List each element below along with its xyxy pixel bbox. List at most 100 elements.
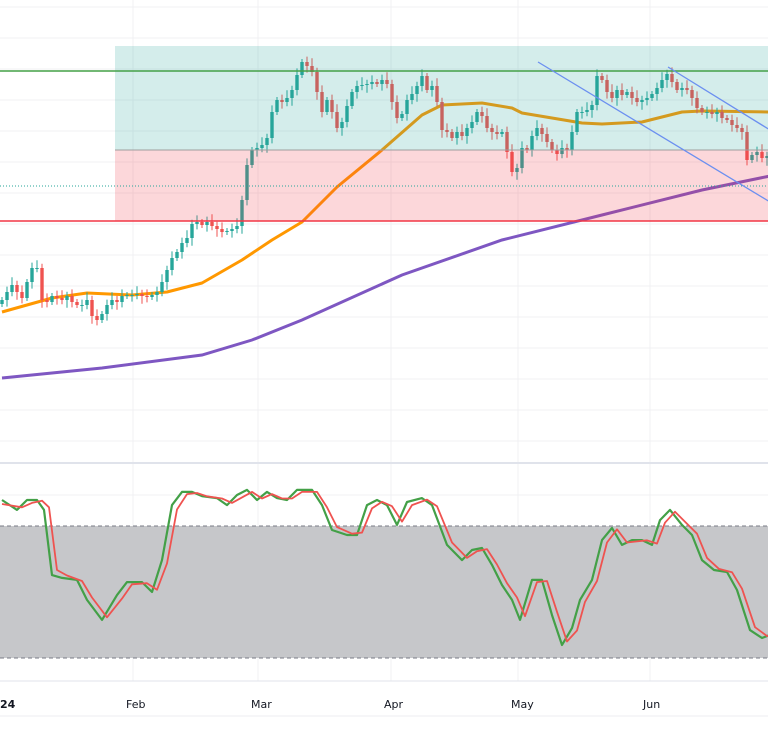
candle-body (65, 296, 69, 300)
candle-body (85, 300, 89, 305)
candle-body (280, 100, 284, 102)
candle-body (0, 300, 4, 304)
candle-body (425, 76, 429, 90)
candle-body (670, 74, 674, 82)
candle-body (495, 132, 499, 134)
candle-body (290, 90, 294, 98)
candle-body (635, 98, 639, 102)
candle-body (500, 132, 504, 134)
candle-body (320, 92, 324, 112)
candle-body (650, 94, 654, 98)
candle-body (765, 156, 768, 158)
candle-body (415, 86, 419, 94)
candle-body (530, 136, 534, 150)
candle-body (20, 292, 24, 298)
candle-body (525, 148, 529, 150)
candle-body (215, 226, 219, 229)
candle-body (380, 80, 384, 84)
trend-channel-line (667, 66, 768, 130)
candle-body (40, 268, 44, 300)
candle-body (110, 300, 114, 305)
candle-body (395, 102, 399, 118)
candle-body (190, 224, 194, 238)
candle-body (710, 112, 714, 114)
candle-body (675, 82, 679, 90)
time-axis[interactable]: 24 Feb Mar Apr May Jun (0, 680, 768, 717)
candle-body (5, 292, 9, 300)
candle-body (595, 76, 599, 105)
candle-body (720, 112, 724, 118)
candle-body (755, 152, 759, 155)
candle-body (240, 200, 244, 226)
candle-body (390, 84, 394, 102)
candle-body (640, 100, 644, 102)
candle-body (105, 305, 109, 314)
candle-body (580, 112, 584, 113)
candle-body (305, 62, 309, 66)
candle-body (250, 150, 254, 165)
candle-body (260, 145, 264, 148)
candle-body (345, 106, 349, 122)
candle-body (615, 90, 619, 98)
candle-body (600, 76, 604, 80)
candle-body (630, 92, 634, 98)
candle-body (550, 142, 554, 150)
candle-body (170, 258, 174, 270)
candle-body (335, 112, 339, 128)
upper-zone (115, 46, 768, 150)
candle-body (90, 300, 94, 316)
candle-body (30, 268, 34, 282)
candle-body (25, 282, 29, 298)
candle-body (175, 252, 179, 258)
candle-body (220, 229, 224, 232)
candle-body (705, 112, 709, 113)
x-tick-label: Mar (251, 698, 272, 711)
candle-body (725, 118, 729, 120)
candle-body (365, 84, 369, 85)
candle-body (115, 300, 119, 302)
candle-body (460, 132, 464, 136)
candle-body (75, 302, 79, 305)
candle-body (645, 98, 649, 100)
candle-body (445, 130, 449, 132)
candle-body (735, 125, 739, 128)
candle-body (625, 92, 629, 95)
candle-body (690, 90, 694, 98)
candle-body (210, 222, 214, 226)
candle-body (150, 295, 154, 297)
candle-body (490, 128, 494, 132)
candle-body (55, 296, 59, 298)
candle-body (385, 80, 389, 84)
candle-body (230, 229, 234, 231)
candle-body (700, 108, 704, 112)
candle-body (355, 86, 359, 92)
candle-body (95, 316, 99, 320)
candle-body (440, 102, 444, 130)
candle-body (300, 62, 304, 75)
candle-body (565, 148, 569, 150)
candle-body (695, 98, 699, 108)
candle-body (740, 128, 744, 132)
candle-body (555, 150, 559, 154)
candle-body (195, 222, 199, 224)
candle-body (200, 222, 204, 225)
candle-body (715, 112, 719, 114)
candle-body (435, 86, 439, 102)
trend-channel-line (537, 61, 768, 202)
candle-body (50, 296, 54, 302)
candle-body (310, 66, 314, 72)
x-tick-label: Feb (126, 698, 145, 711)
candle-body (620, 90, 624, 95)
candle-body (540, 128, 544, 134)
candle-body (330, 100, 334, 112)
candle-body (665, 74, 669, 80)
candle-body (370, 82, 374, 84)
candle-body (180, 243, 184, 252)
candle-body (455, 132, 459, 138)
candle-body (360, 85, 364, 86)
candle-body (680, 88, 684, 90)
candle-body (475, 112, 479, 122)
candle-body (730, 120, 734, 125)
candle-body (145, 296, 149, 297)
